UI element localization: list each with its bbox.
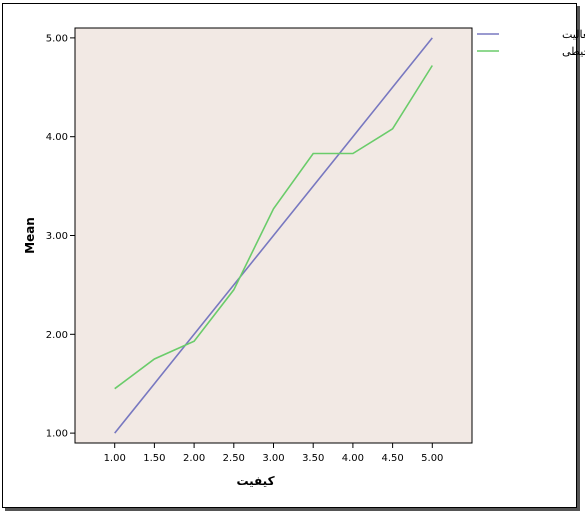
y-tick-label: 5.00 <box>46 33 68 44</box>
x-tick-label: 1.50 <box>143 453 165 464</box>
x-tick-label: 3.00 <box>262 453 284 464</box>
y-axis-title: Mean <box>23 217 37 254</box>
legend-label-1: کاربری و فعالیت <box>562 28 585 41</box>
series-line-1 <box>114 37 433 434</box>
y-tick-label: 3.00 <box>46 231 68 242</box>
x-tick-label: 1.00 <box>104 453 126 464</box>
x-tick-label: 5.00 <box>421 453 443 464</box>
series-line-2 <box>114 65 433 390</box>
x-tick-label: 4.50 <box>381 453 403 464</box>
x-tick-label: 2.00 <box>183 453 205 464</box>
x-tick-label: 4.00 <box>342 453 364 464</box>
x-tick-label: 2.50 <box>223 453 245 464</box>
y-tick-label: 2.00 <box>46 330 68 341</box>
y-tick-label: 1.00 <box>46 429 68 440</box>
x-axis: 1.00 1.50 2.00 2.50 3.00 3.50 4.00 4.50 5.00 <box>104 443 443 464</box>
series-lines <box>114 37 433 434</box>
x-axis-title: کیفیت <box>236 474 274 488</box>
legend-label-2: کیفیت محیطی <box>562 45 585 58</box>
y-tick-label: 4.00 <box>46 132 68 143</box>
x-tick-label: 3.50 <box>302 453 324 464</box>
legend: کاربری و فعالیت کیفیت محیطی <box>477 28 585 58</box>
y-axis: 1.00 2.00 3.00 4.00 5.00 <box>46 33 75 440</box>
